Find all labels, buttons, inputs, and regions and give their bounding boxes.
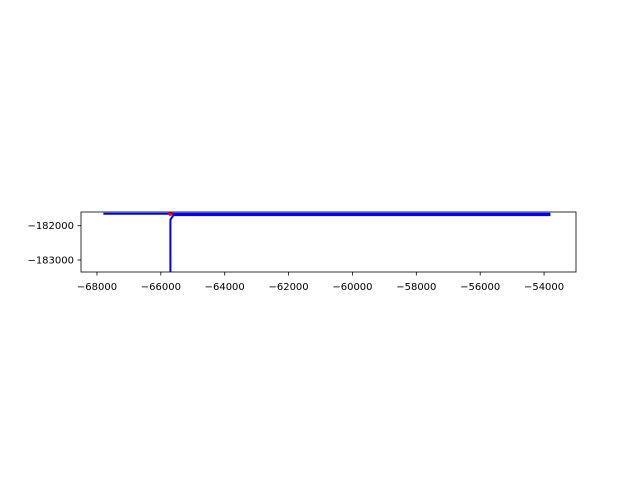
- x-tick-label: −62000: [268, 282, 308, 293]
- chart-marks: [103, 212, 551, 272]
- x-tick-label: −56000: [460, 282, 500, 293]
- x-axis: −68000 −66000 −64000 −62000 −60000 −58000 −560…: [77, 272, 564, 293]
- axes-frame: [80, 211, 577, 273]
- y-tick-label: −183000: [27, 256, 74, 267]
- x-tick-label: −60000: [332, 282, 372, 293]
- series-1-line: [169, 214, 551, 272]
- x-tick-label: −64000: [205, 282, 245, 293]
- y-tick-label: −182000: [27, 221, 74, 232]
- x-tick-label: −68000: [77, 282, 117, 293]
- series-2-point: [168, 212, 173, 216]
- x-tick-label: −66000: [141, 282, 181, 293]
- x-tick-label: −54000: [524, 282, 564, 293]
- y-axis: −182000 −183000: [27, 221, 81, 267]
- x-tick-label: −58000: [396, 282, 436, 293]
